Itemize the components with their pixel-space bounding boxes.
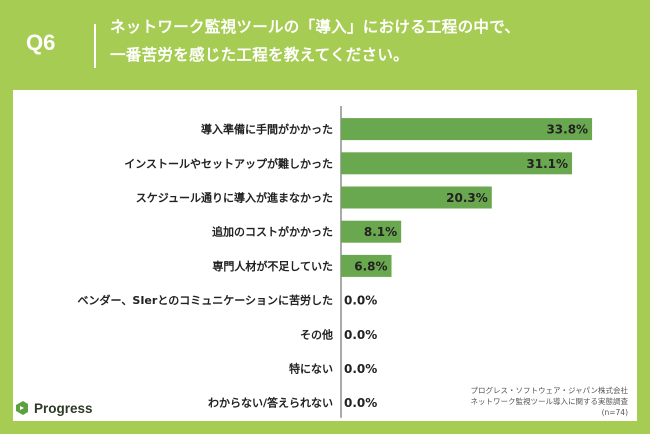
bar-chart: 導入準備に手間がかかった 33.8% インストールやセットアップが難しかった 31.1… xyxy=(78,106,593,418)
category-label: 導入準備に手間がかかった xyxy=(201,122,333,136)
category-label: 特にない xyxy=(289,362,333,376)
header-divider xyxy=(94,24,96,68)
value-label: 20.3% xyxy=(446,191,488,205)
value-label: 31.1% xyxy=(526,157,568,171)
value-label: 6.8% xyxy=(354,259,387,273)
source-company: プログレス・ソフトウェア・ジャパン株式会社 xyxy=(470,386,629,395)
bar xyxy=(341,220,402,243)
category-label: スケジュール通りに導入が進まなかった xyxy=(136,191,333,205)
bar xyxy=(341,254,392,277)
chart-panel: 導入準備に手間がかかった 33.8% インストールやセットアップが難しかった 31.1… xyxy=(13,90,637,421)
header: Q6 ネットワーク監視ツールの「導入」における工程の中で、 一番苦労を感じた工程… xyxy=(0,0,650,90)
category-label: 専門人材が不足していた xyxy=(212,259,333,273)
value-label: 0.0% xyxy=(344,294,377,308)
bar xyxy=(341,118,593,141)
value-label: 0.0% xyxy=(344,328,377,342)
question-number: Q6 xyxy=(26,30,56,55)
progress-logo-icon xyxy=(16,401,28,415)
category-label: その他 xyxy=(300,327,333,341)
source-survey: ネットワーク監視ツール導入に関する実態調査 xyxy=(470,397,629,406)
question-title: ネットワーク監視ツールの「導入」における工程の中で、 一番苦労を感じた工程を教え… xyxy=(110,13,630,69)
value-label: 0.0% xyxy=(344,362,377,376)
category-label: わからない/答えられない xyxy=(208,396,333,410)
category-label: ベンダー、SIerとのコミュニケーションに苦労した xyxy=(78,293,333,307)
bar xyxy=(341,152,573,175)
bar xyxy=(341,186,492,209)
value-label: 8.1% xyxy=(364,225,397,239)
source-note: プログレス・ソフトウェア・ジャパン株式会社 ネットワーク監視ツール導入に関する実… xyxy=(388,385,629,418)
source-sample-size: (n=74) xyxy=(601,408,628,417)
category-label: 追加のコストがかかった xyxy=(212,225,333,239)
value-label: 33.8% xyxy=(546,123,588,137)
logo-text: Progress xyxy=(34,400,93,416)
progress-logo: Progress xyxy=(14,398,93,418)
category-label: インストールやセットアップが難しかった xyxy=(124,156,333,170)
value-label: 0.0% xyxy=(344,396,377,410)
question-title-line-1: ネットワーク監視ツールの「導入」における工程の中で、 xyxy=(110,18,521,36)
question-title-line-2: 一番苦労を感じた工程を教えてください。 xyxy=(110,46,409,64)
